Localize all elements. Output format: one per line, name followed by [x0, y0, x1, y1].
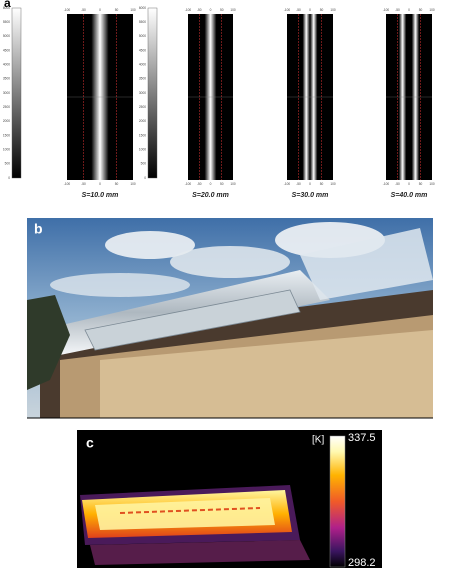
colorbar-tick-label: 6000	[139, 6, 146, 10]
x-tick-label: 50	[419, 182, 423, 186]
colorbar-tick-label: 3500	[139, 77, 146, 81]
x-tick-label: 100	[230, 182, 236, 186]
colorbar	[147, 7, 158, 179]
x-tick-label: 100	[130, 182, 136, 186]
x-tick-label: -100	[383, 182, 390, 186]
panel-label: c	[86, 435, 94, 451]
x-tick-label: -100	[185, 182, 192, 186]
colorbar	[11, 7, 22, 179]
image-caption: S=10.0 mm	[82, 192, 119, 199]
x-tick-label: -50	[197, 182, 202, 186]
x-tick-label: -100	[64, 8, 71, 12]
x-tick-label: -100	[284, 8, 291, 12]
colorbar-tick-label: 5500	[3, 20, 10, 24]
x-tick-label: 0	[210, 182, 212, 186]
x-tick-label: 0	[99, 8, 101, 12]
colorbar-tick-label: 2000	[3, 119, 10, 123]
x-tick-label: 0	[99, 182, 101, 186]
x-tick-label: 50	[320, 8, 324, 12]
x-tick-label: -100	[64, 182, 71, 186]
x-tick-label: -50	[395, 182, 400, 186]
x-tick-label: -50	[81, 8, 86, 12]
colorbar-tick-label: 4000	[3, 63, 10, 67]
x-tick-label: 50	[115, 8, 119, 12]
panel-label: b	[34, 221, 43, 237]
colorbar-tick-label: 1000	[3, 148, 10, 152]
colorbar-tick-label: 0	[144, 176, 146, 180]
image-caption: S=40.0 mm	[391, 192, 428, 199]
colorbar-tick-label: 3500	[3, 77, 10, 81]
colorbar-unit: [K]	[312, 435, 324, 446]
x-tick-label: 0	[210, 8, 212, 12]
colorbar-tick-label: 500	[141, 162, 147, 166]
thermal-image	[77, 430, 382, 568]
colorbar-tick-label: 3000	[139, 91, 146, 95]
x-tick-label: -50	[197, 8, 202, 12]
x-tick-label: 0	[408, 8, 410, 12]
colorbar-tick-label: 5500	[139, 20, 146, 24]
x-tick-label: -50	[395, 8, 400, 12]
panel-a: 0500100015002000250030003500400045005000…	[3, 6, 435, 199]
colorbar-tick-label: 3000	[3, 91, 10, 95]
colorbar-tick-label: 1500	[139, 133, 146, 137]
colorbar-tick-label: 500	[5, 162, 11, 166]
x-tick-label: -100	[185, 8, 192, 12]
x-tick-label: -100	[284, 182, 291, 186]
colorbar-tick-label: 5000	[139, 34, 146, 38]
colorbar-tick-label: 4500	[139, 48, 146, 52]
colorbar-tick-label: 0	[8, 176, 10, 180]
colorbar-tick-label: 4000	[139, 63, 146, 67]
x-tick-label: 50	[115, 182, 119, 186]
x-tick-label: -50	[296, 182, 301, 186]
x-tick-label: 100	[230, 8, 236, 12]
x-tick-label: 0	[309, 8, 311, 12]
x-tick-label: 50	[320, 182, 324, 186]
photo	[27, 218, 433, 419]
x-tick-label: 100	[330, 182, 336, 186]
colorbar-tick-label: 5000	[3, 34, 10, 38]
colorbar-max: 337.5	[348, 432, 376, 444]
x-tick-label: 100	[429, 8, 435, 12]
x-tick-label: 50	[419, 8, 423, 12]
x-tick-label: 50	[220, 8, 224, 12]
image-caption: S=30.0 mm	[292, 192, 329, 199]
x-tick-label: 0	[408, 182, 410, 186]
colorbar-tick-label: 2500	[3, 105, 10, 109]
panel-label: a	[4, 0, 11, 10]
x-tick-label: 50	[220, 182, 224, 186]
x-tick-label: 0	[309, 182, 311, 186]
x-tick-label: -100	[383, 8, 390, 12]
x-tick-label: -50	[296, 8, 301, 12]
colorbar-tick-label: 1000	[139, 148, 146, 152]
x-tick-label: 100	[130, 8, 136, 12]
colorbar-tick-label: 2000	[139, 119, 146, 123]
image-caption: S=20.0 mm	[192, 192, 229, 199]
x-tick-label: 100	[330, 8, 336, 12]
colorbar-tick-label: 4500	[3, 48, 10, 52]
colorbar-tick-label: 6000	[3, 6, 10, 10]
colorbar-min: 298.2	[348, 557, 376, 569]
x-tick-label: -50	[81, 182, 86, 186]
colorbar-tick-label: 2500	[139, 105, 146, 109]
colorbar-tick-label: 1500	[3, 133, 10, 137]
x-tick-label: 100	[429, 182, 435, 186]
